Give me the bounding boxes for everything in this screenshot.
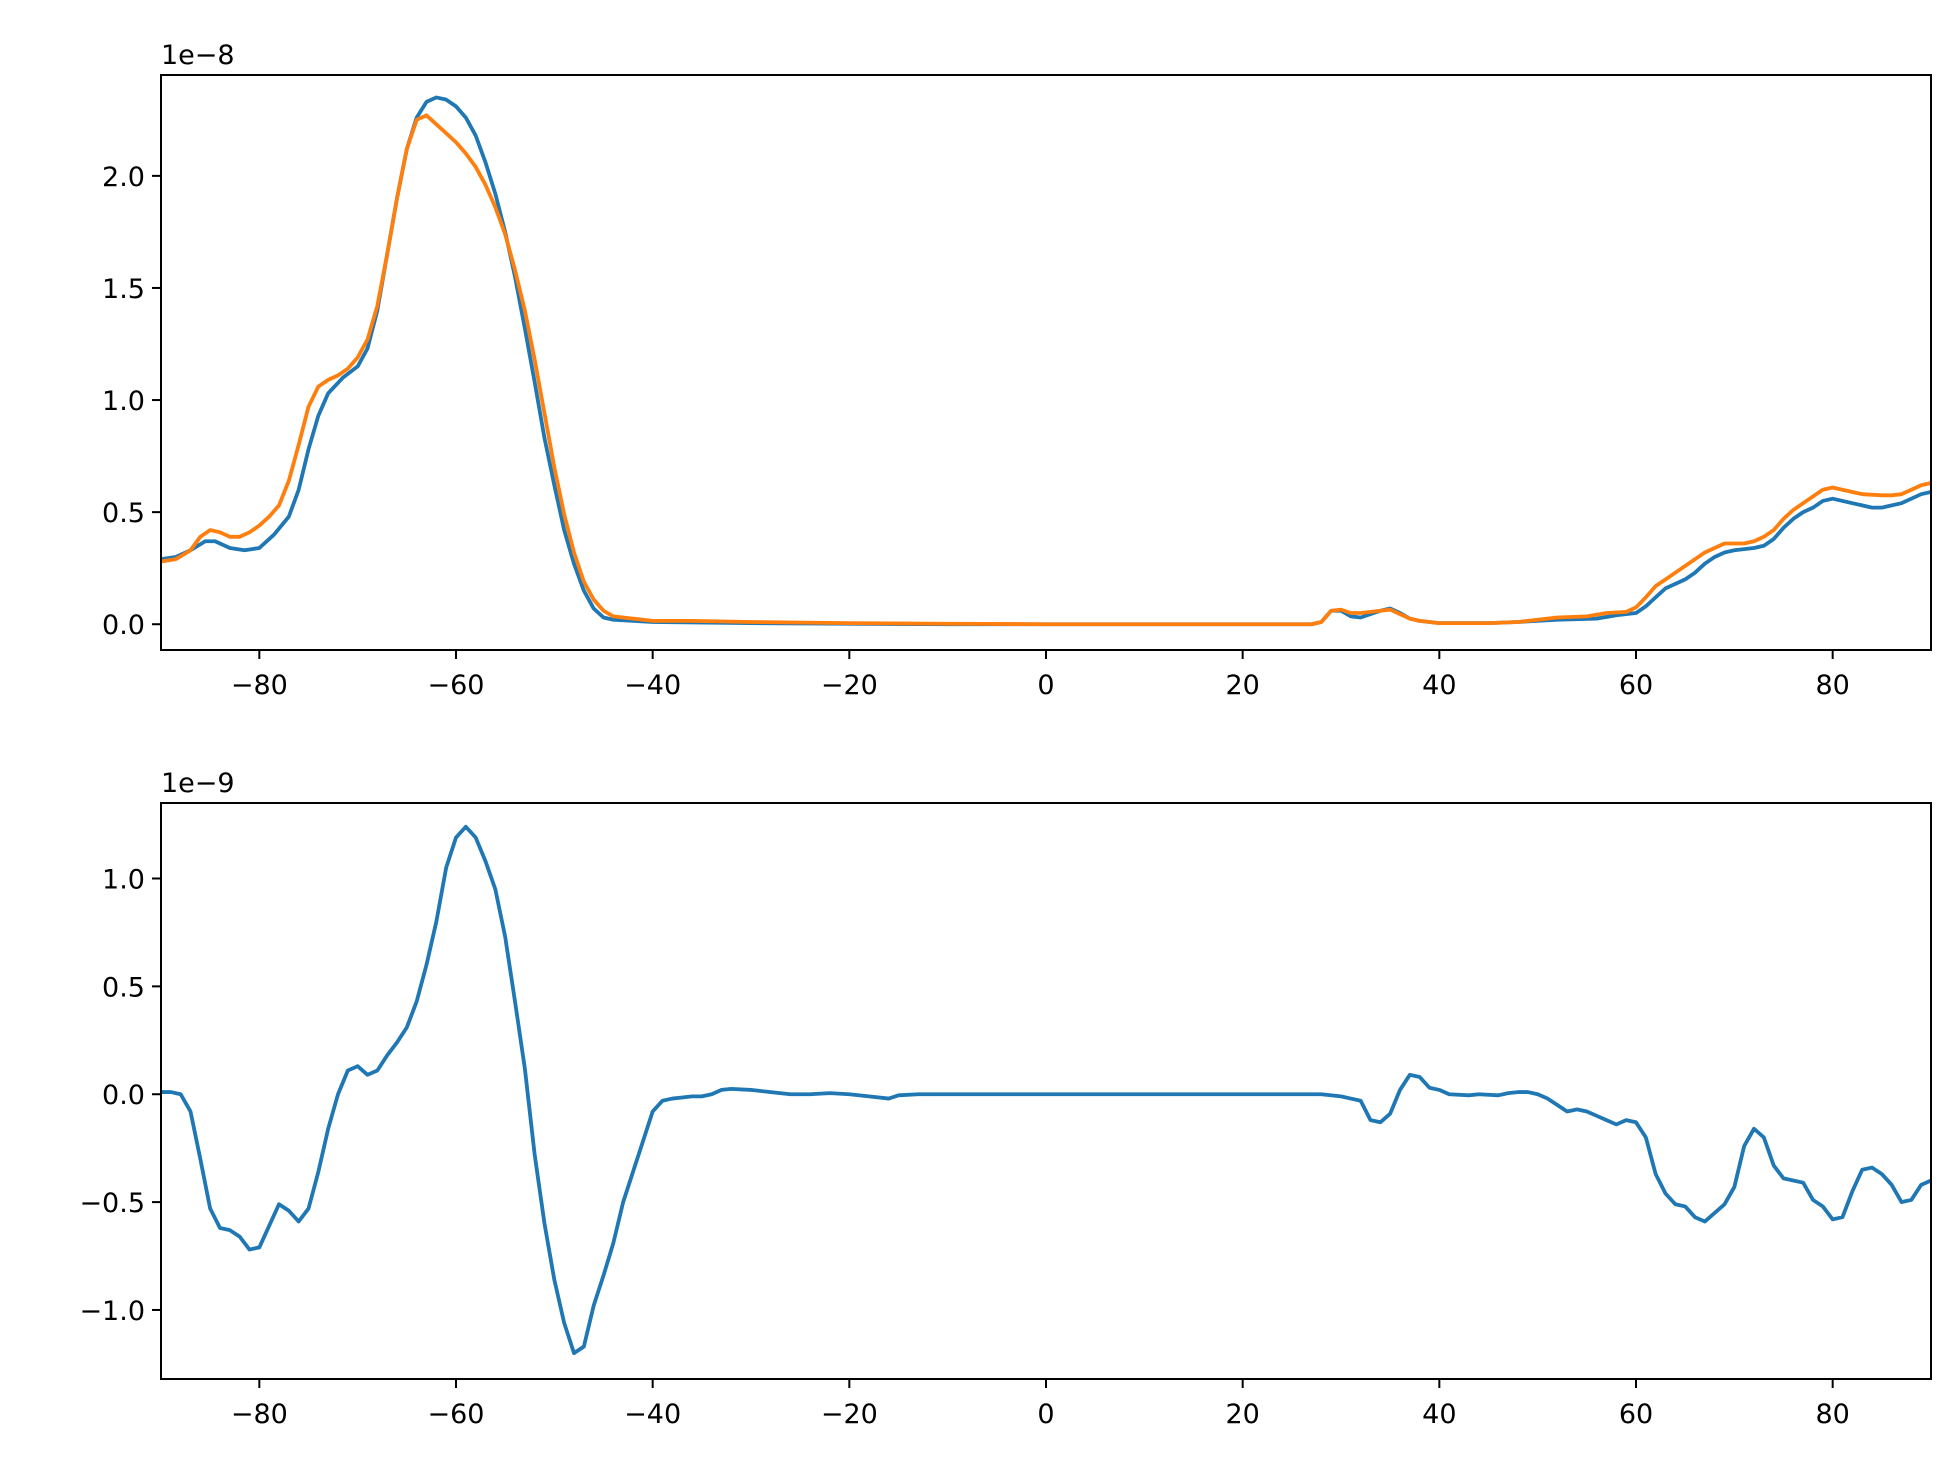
y-tick-label: 0.5: [102, 498, 145, 529]
x-tick-label: −20: [821, 1399, 878, 1430]
x-tick-label: 40: [1422, 670, 1456, 701]
x-tick-label: 20: [1225, 670, 1259, 701]
x-tick-label: 80: [1815, 1399, 1849, 1430]
x-tick-label: −40: [624, 1399, 681, 1430]
bottom-panel: −80 −60 −40 −20 0 20 40 60 80 −1.0 −0.5 0.0 0.5 1.0 1e…: [79, 768, 1932, 1430]
x-tick-label: −20: [821, 670, 878, 701]
y-offset-label: 1e−8: [161, 40, 235, 71]
series-line-1: [161, 824, 1931, 1356]
series-line-2: [161, 113, 1931, 627]
y-offset-label: 1e−9: [161, 768, 235, 799]
y-tick-label: 1.5: [102, 274, 145, 305]
x-tick-label: 80: [1815, 670, 1849, 701]
y-tick-label: −0.5: [79, 1188, 145, 1219]
y-tick-label: −1.0: [79, 1296, 145, 1327]
y-tick-label: 1.0: [102, 386, 145, 417]
x-tick-label: 60: [1619, 670, 1653, 701]
x-tick-label: −40: [624, 670, 681, 701]
x-tick-label: −60: [428, 670, 485, 701]
y-tick-label: 2.0: [102, 162, 145, 193]
y-tick-label: 1.0: [102, 865, 145, 896]
y-tick-label: 0.0: [102, 1080, 145, 1111]
x-tick-label: 0: [1037, 670, 1054, 701]
x-tick-label: −60: [428, 1399, 485, 1430]
y-tick-label: 0.0: [102, 610, 145, 641]
x-tick-label: 40: [1422, 1399, 1456, 1430]
x-tick-label: 60: [1619, 1399, 1653, 1430]
y-tick-label: 0.5: [102, 972, 145, 1003]
x-tick-label: 20: [1225, 1399, 1259, 1430]
top-panel: −80 −60 −40 −20 0 20 40 60 80 0.0 0.5 1.0 1.5 2.0 1e−8: [102, 40, 1932, 701]
x-tick-label: −80: [231, 1399, 288, 1430]
x-tick-label: 0: [1037, 1399, 1054, 1430]
x-tick-label: −80: [231, 670, 288, 701]
